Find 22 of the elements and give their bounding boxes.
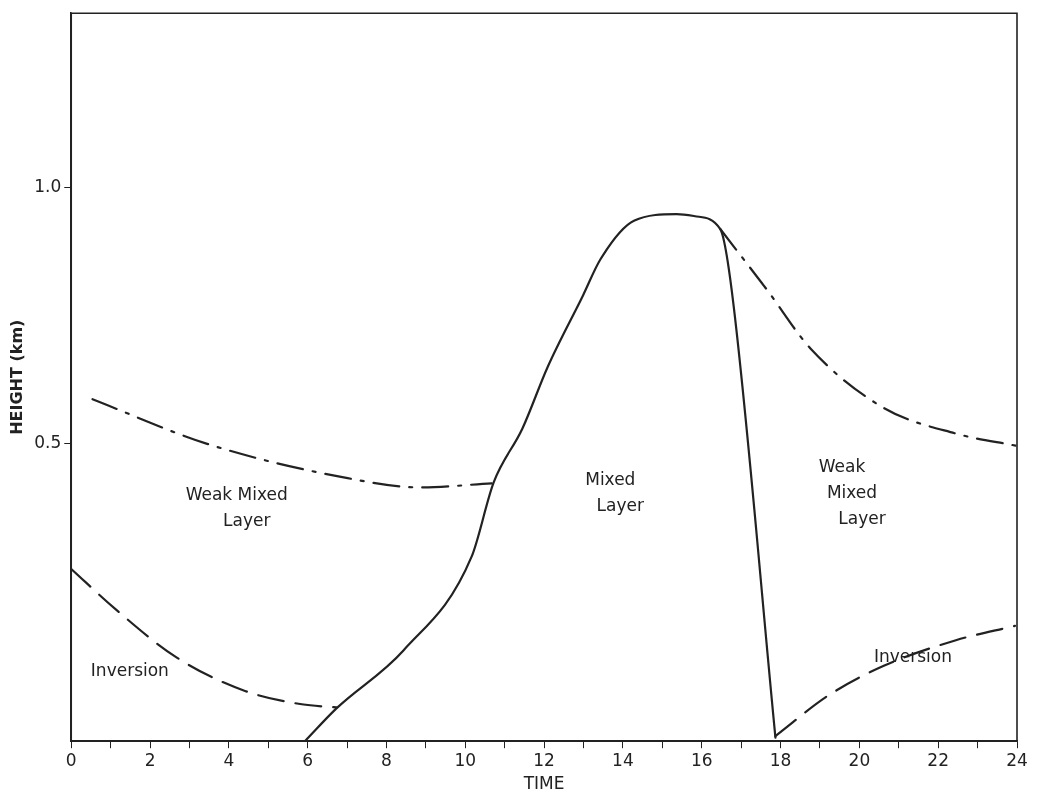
x-tick-label: 8 xyxy=(381,749,392,770)
y-axis-title: HEIGHT (km) xyxy=(6,319,26,435)
y-tick-label: 0.5 xyxy=(34,432,62,453)
x-tick-label: 12 xyxy=(533,749,555,770)
annotation: Weak Mixed Layer xyxy=(185,483,288,530)
annotation: Weak Mixed Layer xyxy=(818,456,886,529)
x-tick-label: 18 xyxy=(769,749,792,770)
annotation: Mixed Layer xyxy=(585,469,645,516)
x-tick-label: 6 xyxy=(302,749,314,770)
x-tick-label: 2 xyxy=(144,749,156,770)
x-axis-title: TIME xyxy=(522,773,565,794)
x-tick-label: 14 xyxy=(612,749,634,770)
x-tick-label: 10 xyxy=(454,749,477,770)
x-tick-label: 20 xyxy=(848,749,871,770)
x-tick-label: 22 xyxy=(927,749,950,770)
annotation: Inversion xyxy=(90,660,169,681)
annotation: Inversion xyxy=(873,645,952,666)
x-tick-label: 16 xyxy=(690,749,713,770)
x-tick-label: 0 xyxy=(65,749,77,770)
y-tick-label: 1.0 xyxy=(34,175,62,196)
x-tick-label: 4 xyxy=(223,749,235,770)
x-tick-label: 24 xyxy=(1006,749,1028,770)
